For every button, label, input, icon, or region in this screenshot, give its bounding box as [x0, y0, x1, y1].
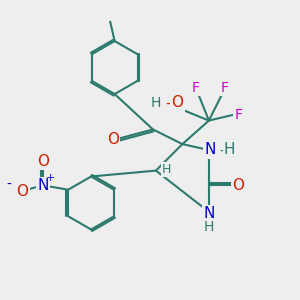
- Text: -: -: [165, 95, 170, 110]
- Text: -: -: [6, 178, 11, 192]
- Text: F: F: [192, 81, 200, 95]
- Text: N: N: [205, 142, 216, 158]
- Text: O: O: [16, 184, 28, 199]
- Text: N: N: [38, 178, 49, 193]
- Text: H: H: [204, 220, 214, 234]
- Text: F: F: [221, 81, 229, 95]
- Text: -: -: [219, 142, 225, 158]
- Text: N: N: [203, 206, 214, 221]
- Text: H: H: [151, 96, 161, 110]
- Text: F: F: [234, 108, 242, 122]
- Text: O: O: [107, 132, 119, 147]
- Text: O: O: [232, 178, 244, 193]
- Text: O: O: [37, 154, 49, 169]
- Text: +: +: [46, 173, 55, 183]
- Text: O: O: [171, 95, 183, 110]
- Text: H: H: [161, 163, 171, 176]
- Text: H: H: [224, 142, 235, 158]
